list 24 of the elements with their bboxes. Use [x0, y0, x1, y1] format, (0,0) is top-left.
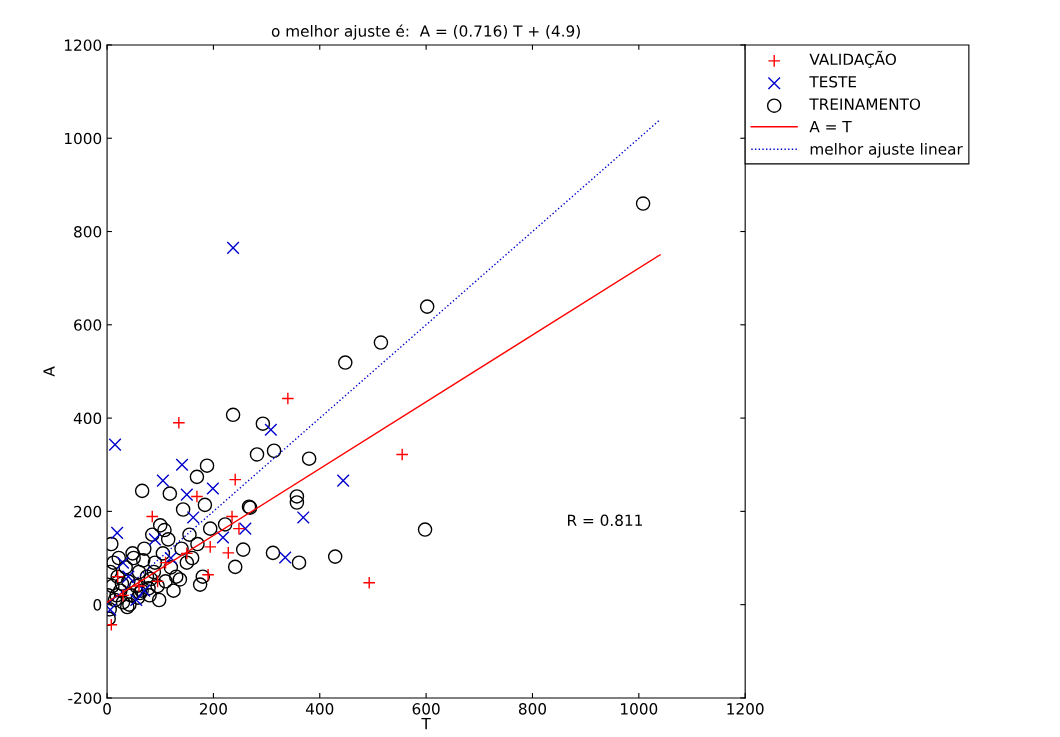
- legend-label: TESTE: [809, 75, 857, 88]
- x-tick-label: 1000: [621, 703, 658, 715]
- y-axis-title: A: [43, 366, 55, 377]
- legend-label: VALIDAÇÃO: [809, 50, 896, 68]
- legend-label: A = T: [809, 121, 852, 133]
- x-tick-label: 0: [103, 703, 111, 715]
- legend-label: TREINAMENTO: [809, 98, 921, 110]
- y-tick-label: 1200: [65, 39, 102, 51]
- y-tick-label: 800: [74, 225, 102, 238]
- annotation: R = 0.811: [568, 514, 642, 527]
- y-tick-label: -200: [68, 692, 102, 704]
- y-tick-label: 600: [74, 319, 102, 331]
- y-tick-label: 0: [93, 599, 102, 611]
- x-tick-label: 200: [199, 703, 227, 715]
- x-tick-label: 600: [412, 703, 440, 715]
- y-tick-label: 1000: [65, 132, 102, 145]
- y-tick-label: 200: [74, 505, 102, 518]
- x-tick-label: 800: [518, 703, 547, 715]
- x-axis-title: T: [421, 718, 431, 730]
- chart-title: o melhor ajuste é: A = (0.716) T + (4.9): [271, 24, 580, 40]
- legend-label: melhor ajuste linear: [810, 142, 963, 158]
- x-tick-label: 1200: [727, 703, 764, 715]
- y-tick-label: 400: [73, 412, 102, 425]
- x-tick-label: 400: [305, 703, 334, 715]
